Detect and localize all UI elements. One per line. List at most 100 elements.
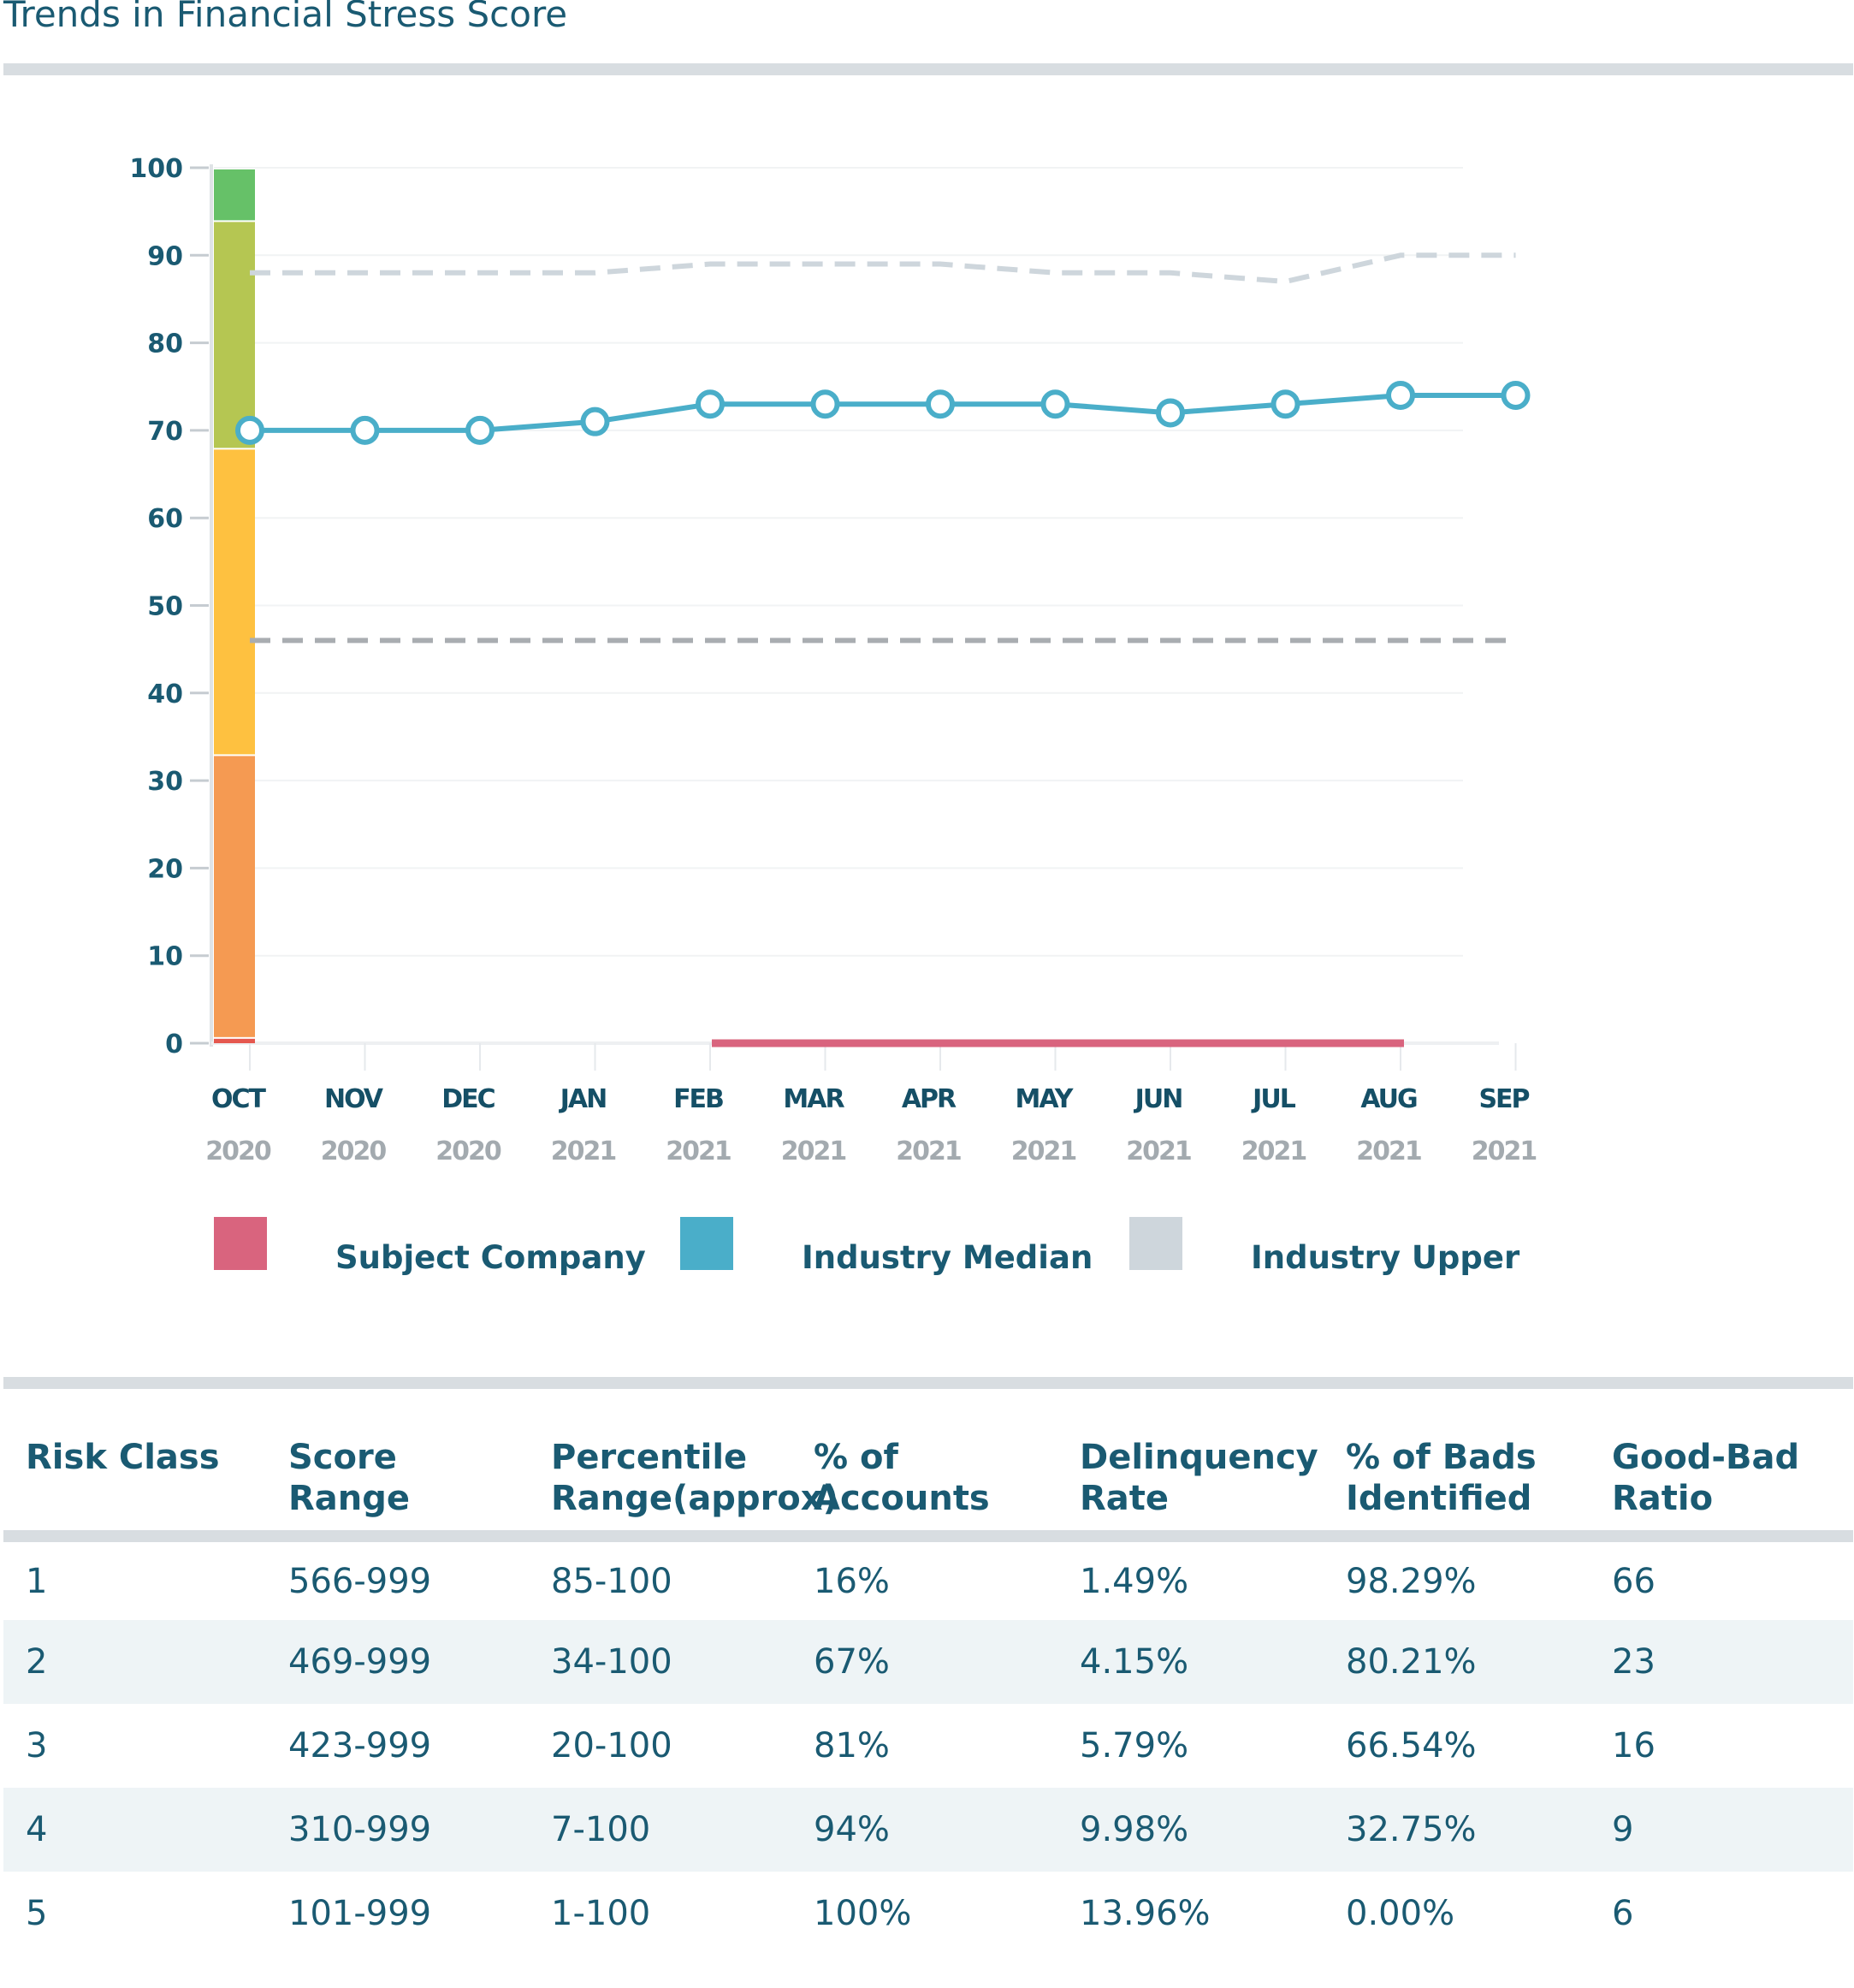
cell-good-bad-ratio: 6 bbox=[1612, 1894, 1634, 1933]
risk-class-table: Risk Class Score Range Percentile Range(… bbox=[3, 1389, 1853, 1955]
cell-pct-bads: 80.21% bbox=[1346, 1642, 1477, 1682]
y-tick-label: 90 bbox=[147, 241, 183, 271]
x-tick-label-year: 2021 bbox=[1472, 1136, 1537, 1166]
x-tick-label-year: 2021 bbox=[551, 1136, 616, 1166]
risk-band bbox=[214, 222, 255, 448]
page-title: Trends in Financial Stress Score bbox=[3, 0, 568, 35]
x-tick-label-month: NOV bbox=[324, 1084, 384, 1114]
risk-band bbox=[214, 1038, 255, 1043]
legend-swatch-industry-median bbox=[680, 1217, 733, 1270]
cell-good-bad-ratio: 66 bbox=[1612, 1561, 1656, 1601]
x-tick-label-month: AUG bbox=[1360, 1084, 1417, 1114]
y-tick-label: 70 bbox=[147, 417, 183, 447]
header-score-range: Score Range bbox=[288, 1438, 411, 1518]
cell-pct-accounts: 67% bbox=[814, 1642, 890, 1682]
x-tick-label-year: 2021 bbox=[1126, 1136, 1191, 1166]
x-tick-label-year: 2021 bbox=[666, 1136, 731, 1166]
industry-median-point bbox=[1271, 389, 1300, 419]
cell-percentile-range: 34-100 bbox=[551, 1642, 672, 1682]
cell-delinquency-rate: 5.79% bbox=[1080, 1726, 1189, 1765]
x-tick-label-month: JUL bbox=[1251, 1084, 1296, 1114]
x-tick-label-month: OCT bbox=[211, 1084, 267, 1114]
industry-median-point bbox=[350, 415, 380, 445]
header-risk-class: Risk Class bbox=[26, 1438, 220, 1477]
table-row: 4 310-999 7-100 94% 9.98% 32.75% 9 bbox=[3, 1788, 1853, 1872]
y-tick-label: 80 bbox=[147, 329, 183, 359]
cell-pct-accounts: 94% bbox=[814, 1810, 890, 1849]
y-tick-label: 30 bbox=[147, 767, 183, 797]
risk-band bbox=[214, 169, 255, 221]
cell-risk-class: 4 bbox=[26, 1810, 48, 1849]
table-row: 3 423-999 20-100 81% 5.79% 66.54% 16 bbox=[3, 1704, 1853, 1788]
cell-risk-class: 5 bbox=[26, 1894, 48, 1933]
industry-median-point bbox=[1386, 380, 1415, 410]
industry-median-point bbox=[1501, 380, 1531, 410]
x-tick-label-year: 2021 bbox=[1011, 1136, 1076, 1166]
series-line-industry-median bbox=[250, 392, 1516, 433]
x-tick-label-year: 2021 bbox=[781, 1136, 846, 1166]
cell-delinquency-rate: 9.98% bbox=[1080, 1810, 1189, 1849]
x-tick-label-month: MAR bbox=[783, 1084, 844, 1114]
industry-median-point bbox=[696, 389, 725, 419]
header-pct-bads: % of Bads Identified bbox=[1346, 1438, 1537, 1518]
table-row: 1 566-999 85-100 16% 1.49% 98.29% 66 bbox=[3, 1536, 1853, 1620]
x-tick-label-month: SEP bbox=[1478, 1084, 1529, 1114]
x-tick-label-month: JUN bbox=[1134, 1084, 1182, 1114]
x-tick-label-month: DEC bbox=[441, 1084, 495, 1114]
x-tick-label-year: 2020 bbox=[435, 1136, 501, 1166]
cell-score-range: 310-999 bbox=[288, 1810, 432, 1849]
y-tick-label: 10 bbox=[147, 942, 183, 972]
table-divider bbox=[3, 1377, 1853, 1389]
industry-median-point bbox=[926, 389, 955, 419]
cell-pct-accounts: 81% bbox=[814, 1726, 890, 1765]
y-tick-label: 50 bbox=[147, 592, 183, 622]
legend-label: Industry Upper bbox=[1251, 1239, 1520, 1276]
cell-good-bad-ratio: 23 bbox=[1612, 1642, 1656, 1682]
cell-risk-class: 2 bbox=[26, 1642, 48, 1682]
y-tick-label: 100 bbox=[129, 154, 183, 184]
legend-swatch-industry-upper bbox=[1129, 1217, 1182, 1270]
cell-score-range: 101-999 bbox=[288, 1894, 432, 1933]
title-divider bbox=[3, 63, 1853, 75]
stress-score-chart: 0 10 20 30 40 50 60 70 80 90 100 OCT 2020 NOV 2020 DEC 2… bbox=[129, 154, 1537, 1166]
x-tick-label-month: MAY bbox=[1016, 1084, 1075, 1114]
table-row: 5 101-999 1-100 100% 13.96% 0.00% 6 bbox=[3, 1872, 1853, 1955]
cell-score-range: 566-999 bbox=[288, 1561, 432, 1601]
series-line-industry-upper bbox=[250, 252, 1516, 285]
legend-label: Industry Median bbox=[802, 1239, 1093, 1276]
cell-score-range: 469-999 bbox=[288, 1642, 432, 1682]
cell-percentile-range: 7-100 bbox=[551, 1810, 651, 1849]
cell-pct-bads: 0.00% bbox=[1346, 1894, 1455, 1933]
x-tick-label-year: 2021 bbox=[896, 1136, 961, 1166]
industry-median-point bbox=[580, 407, 610, 436]
industry-median-point bbox=[1040, 389, 1070, 419]
cell-percentile-range: 85-100 bbox=[551, 1561, 672, 1601]
x-tick-label-month: APR bbox=[902, 1084, 957, 1114]
header-delinquency-rate: Delinquency Rate bbox=[1080, 1438, 1318, 1518]
cell-delinquency-rate: 1.49% bbox=[1080, 1561, 1189, 1601]
x-tick-label-month: FEB bbox=[673, 1084, 723, 1114]
x-tick-label-year: 2021 bbox=[1356, 1136, 1421, 1166]
x-tick-label-month: JAN bbox=[559, 1084, 607, 1114]
y-tick-label: 20 bbox=[147, 854, 183, 884]
cell-good-bad-ratio: 16 bbox=[1612, 1726, 1656, 1765]
x-tick-label-year: 2021 bbox=[1241, 1136, 1306, 1166]
cell-pct-accounts: 100% bbox=[814, 1894, 912, 1933]
cell-percentile-range: 1-100 bbox=[551, 1894, 651, 1933]
industry-median-point bbox=[235, 415, 264, 445]
industry-median-point bbox=[465, 415, 495, 445]
cell-pct-bads: 66.54% bbox=[1346, 1726, 1477, 1765]
y-tick-label: 60 bbox=[147, 504, 183, 534]
y-tick-label: 40 bbox=[147, 679, 183, 709]
cell-pct-bads: 98.29% bbox=[1346, 1561, 1477, 1601]
header-percentile-range: Percentile Range(approx) bbox=[551, 1438, 838, 1518]
legend-label: Subject Company bbox=[335, 1239, 646, 1276]
risk-band bbox=[214, 756, 255, 1037]
cell-risk-class: 1 bbox=[26, 1561, 48, 1601]
y-tick-label: 0 bbox=[165, 1030, 183, 1059]
header-good-bad-ratio: Good-Bad Ratio bbox=[1612, 1438, 1800, 1518]
table-row: 2 469-999 34-100 67% 4.15% 80.21% 23 bbox=[3, 1620, 1853, 1704]
cell-score-range: 423-999 bbox=[288, 1726, 432, 1765]
cell-pct-bads: 32.75% bbox=[1346, 1810, 1477, 1849]
x-tick-label-year: 2020 bbox=[321, 1136, 387, 1166]
